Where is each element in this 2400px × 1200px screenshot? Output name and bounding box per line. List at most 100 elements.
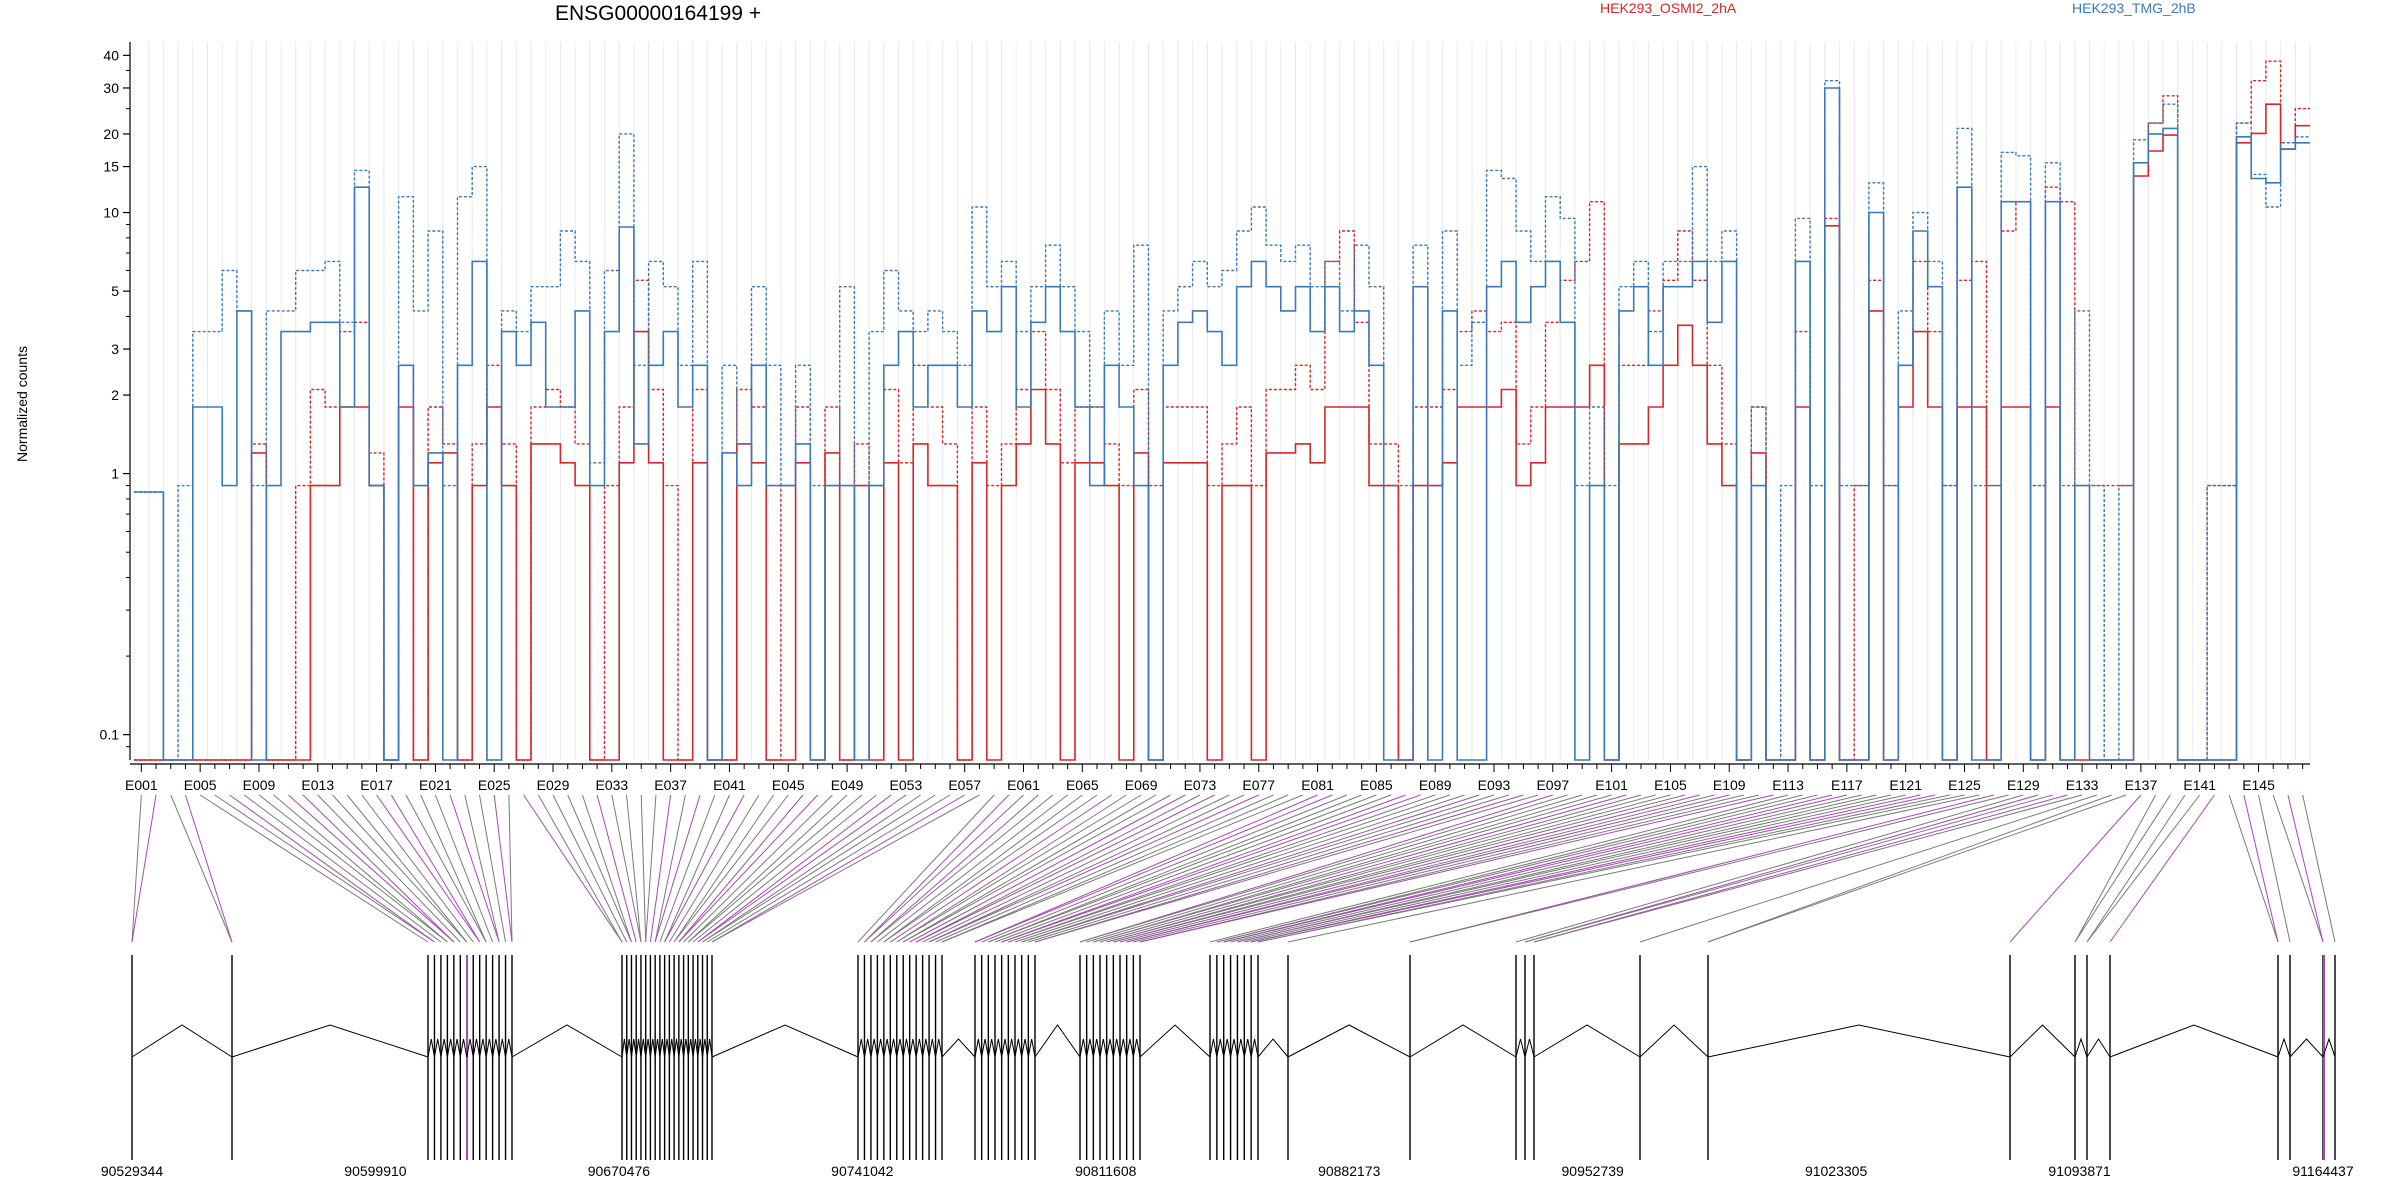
exon-connector [1001,794,1421,943]
x-tick-label: E065 [1066,777,1099,793]
intron-chevron [626,1038,632,1058]
exon-connector [697,794,892,943]
exon-connector [1126,794,1730,943]
intron-chevron [922,1038,930,1058]
intron-chevron [635,1038,642,1058]
intron-chevron [692,1038,699,1058]
legend-label-tmg: HEK293_TMG_2hB [2072,0,2196,16]
intron-chevron [909,1038,917,1058]
intron-chevron [1086,1038,1094,1058]
x-tick-label: E061 [1007,777,1040,793]
intron-chevron [459,1038,468,1058]
exon-connector [896,794,1142,943]
exon-connector [711,794,965,943]
intron-chevron [673,1038,680,1058]
exon-connector [1639,794,2097,943]
exon-connector [493,794,513,943]
exon-connector [317,794,461,943]
exon-connector [2086,794,2186,943]
x-tick-label: E053 [890,777,923,793]
exon-connector [711,794,980,943]
x-tick-label: E073 [1184,777,1217,793]
x-tick-label: E101 [1595,777,1628,793]
y-tick-label: 1 [111,466,119,482]
x-tick-label: E001 [125,777,158,793]
x-tick-label: E125 [1948,777,1981,793]
intron-chevron [1209,1038,1218,1058]
exon-connector [1119,794,1700,943]
x-tick-label: E085 [1360,777,1393,793]
exon-connector [664,794,745,943]
exon-connector [346,794,468,943]
exon-connector [941,794,1289,943]
exon-connector [1287,794,1980,943]
exon-connector [1251,794,1936,943]
x-tick-label: E025 [478,777,511,793]
intron-chevron [935,1038,943,1058]
exon-connector [2074,794,2171,943]
exon-connector [434,794,494,943]
exon-connector [1001,794,1406,943]
exon-connector [1133,794,1745,943]
intron-chevron [863,1038,872,1058]
exon-connector [1216,794,1818,943]
x-tick-label: E105 [1654,777,1687,793]
intron-chevron [621,1038,628,1058]
exon-connector [687,794,848,943]
intron-chevron [1126,1038,1134,1058]
exon-connector [273,794,448,943]
intron-chevron [427,1038,435,1058]
x-tick-label: E077 [1242,777,1275,793]
exon-connector [640,794,647,943]
intron-chevron [928,1038,937,1058]
exon-connector [2086,794,2201,943]
intron-chevron [645,1038,651,1058]
exon-connector [258,794,448,943]
intron-chevron [1034,1024,1081,1058]
genomic-coordinate-label: 90882173 [1318,1163,1381,1179]
intron-chevron [446,1038,455,1058]
intron-chevron [511,1024,623,1058]
exon-connector [2258,794,2291,943]
x-tick-label: E045 [772,777,805,793]
genomic-coordinate-label: 90529344 [101,1163,164,1179]
intron-chevrons [131,1024,2336,1058]
series-line-1 [134,60,2310,761]
exon-connector [1008,794,1451,943]
intron-chevron [857,1038,865,1058]
intron-chevron [668,1038,675,1058]
x-tick-label: E081 [1301,777,1334,793]
series-line-2 [134,87,2310,761]
exon-connector [2009,794,2142,943]
intron-chevron [1001,1038,1009,1058]
exon-connector [1021,794,1495,943]
exon-connector [2287,794,2324,943]
intron-chevron [1119,1038,1128,1058]
x-tick-label: E109 [1713,777,1746,793]
exon-connector [2074,794,2157,943]
intron-chevron [492,1038,500,1058]
exon-connector [928,794,1259,943]
exon-connector [649,794,672,943]
exon-connector [2228,794,2279,943]
intron-chevron [678,1038,685,1058]
x-tick-label: E009 [243,777,276,793]
exon-connector [1126,794,1715,943]
exon-connector [1139,794,1774,943]
exon-connector [464,794,500,943]
exon-connector [567,794,632,943]
x-tick-label: E141 [2183,777,2216,793]
exon-connector [877,794,1068,943]
intron-chevron [433,1038,442,1058]
exon-connector [1086,794,1583,943]
x-tick-label: E029 [537,777,570,793]
exon-connector [332,794,468,943]
exon-connector [1216,794,1803,943]
y-tick-label: 10 [103,205,119,221]
intron-chevron [1409,1024,1517,1058]
exon-connector [184,794,233,943]
x-tick-label: E121 [1889,777,1922,793]
intron-chevron [2009,1024,2076,1058]
x-tick-label: E041 [713,777,746,793]
intron-chevron [896,1038,904,1058]
